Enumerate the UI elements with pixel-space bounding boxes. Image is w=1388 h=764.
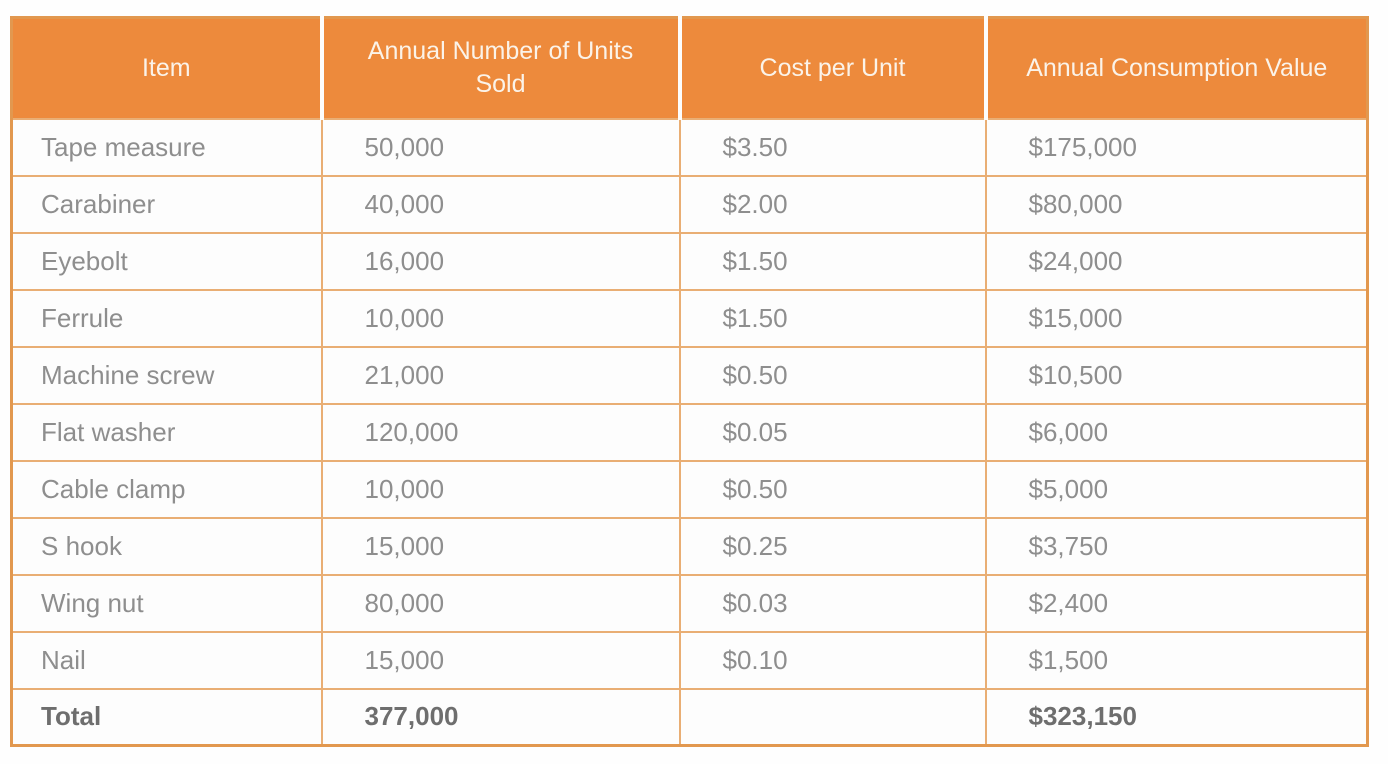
cell-cost: $2.00 [678, 174, 987, 234]
cell-value: $3,750 [984, 516, 1369, 576]
table-row: Nail 15,000 $0.10 $1,500 [10, 630, 1369, 690]
column-header-consumption-value: Annual Consumption Value [985, 17, 1368, 119]
table-row: Carabiner 40,000 $2.00 $80,000 [10, 174, 1369, 234]
annual-consumption-table: Item Annual Number of Units Sold Cost pe… [10, 16, 1369, 747]
cell-item: Nail [10, 630, 323, 690]
cell-value: $2,400 [984, 573, 1369, 633]
cell-cost: $0.03 [678, 573, 987, 633]
cell-value: $15,000 [984, 288, 1369, 348]
cell-item: Cable clamp [10, 459, 323, 519]
table-row: Machine screw 21,000 $0.50 $10,500 [10, 345, 1369, 405]
table-row: Tape measure 50,000 $3.50 $175,000 [10, 117, 1369, 177]
cell-item: Tape measure [10, 117, 323, 177]
cell-cost: $0.50 [678, 345, 987, 405]
table-row: Flat washer 120,000 $0.05 $6,000 [10, 402, 1369, 462]
cell-cost: $0.50 [678, 459, 987, 519]
table-row: Ferrule 10,000 $1.50 $15,000 [10, 288, 1369, 348]
table-row: Wing nut 80,000 $0.03 $2,400 [10, 573, 1369, 633]
cell-item: Carabiner [10, 174, 323, 234]
cell-cost: $0.10 [678, 630, 987, 690]
cell-item: Ferrule [10, 288, 323, 348]
cell-units: 15,000 [320, 516, 681, 576]
cell-units: 10,000 [320, 459, 681, 519]
column-header-item: Item [11, 17, 324, 119]
cell-item: Eyebolt [10, 231, 323, 291]
table-row: Cable clamp 10,000 $0.50 $5,000 [10, 459, 1369, 519]
cell-units: 21,000 [320, 345, 681, 405]
cell-item: Wing nut [10, 573, 323, 633]
cell-units: 377,000 [320, 687, 681, 747]
cell-value: $5,000 [984, 459, 1369, 519]
cell-item: Flat washer [10, 402, 323, 462]
cell-value: $175,000 [984, 117, 1369, 177]
cell-item: Total [10, 687, 323, 747]
cell-cost: $0.25 [678, 516, 987, 576]
cell-units: 16,000 [320, 231, 681, 291]
column-header-units-sold: Annual Number of Units Sold [321, 17, 682, 119]
cell-item: S hook [10, 516, 323, 576]
cell-cost [678, 687, 987, 747]
cell-value: $10,500 [984, 345, 1369, 405]
cell-units: 40,000 [320, 174, 681, 234]
column-header-cost-per-unit: Cost per Unit [679, 17, 988, 119]
cell-value: $24,000 [984, 231, 1369, 291]
table-row: Eyebolt 16,000 $1.50 $24,000 [10, 231, 1369, 291]
cell-units: 10,000 [320, 288, 681, 348]
table-row: S hook 15,000 $0.25 $3,750 [10, 516, 1369, 576]
table-body: Tape measure 50,000 $3.50 $175,000 Carabiner… [10, 117, 1369, 747]
cell-units: 50,000 [320, 117, 681, 177]
cell-units: 15,000 [320, 630, 681, 690]
cell-value: $1,500 [984, 630, 1369, 690]
cell-item: Machine screw [10, 345, 323, 405]
cell-value: $80,000 [984, 174, 1369, 234]
table-header-row: Item Annual Number of Units Sold Cost pe… [11, 17, 1368, 119]
cell-units: 120,000 [320, 402, 681, 462]
cell-value: $6,000 [984, 402, 1369, 462]
cell-value: $323,150 [984, 687, 1369, 747]
cell-cost: $0.05 [678, 402, 987, 462]
cell-cost: $1.50 [678, 231, 987, 291]
total-row: Total 377,000 $323,150 [10, 687, 1369, 747]
cell-units: 80,000 [320, 573, 681, 633]
cell-cost: $3.50 [678, 117, 987, 177]
cell-cost: $1.50 [678, 288, 987, 348]
